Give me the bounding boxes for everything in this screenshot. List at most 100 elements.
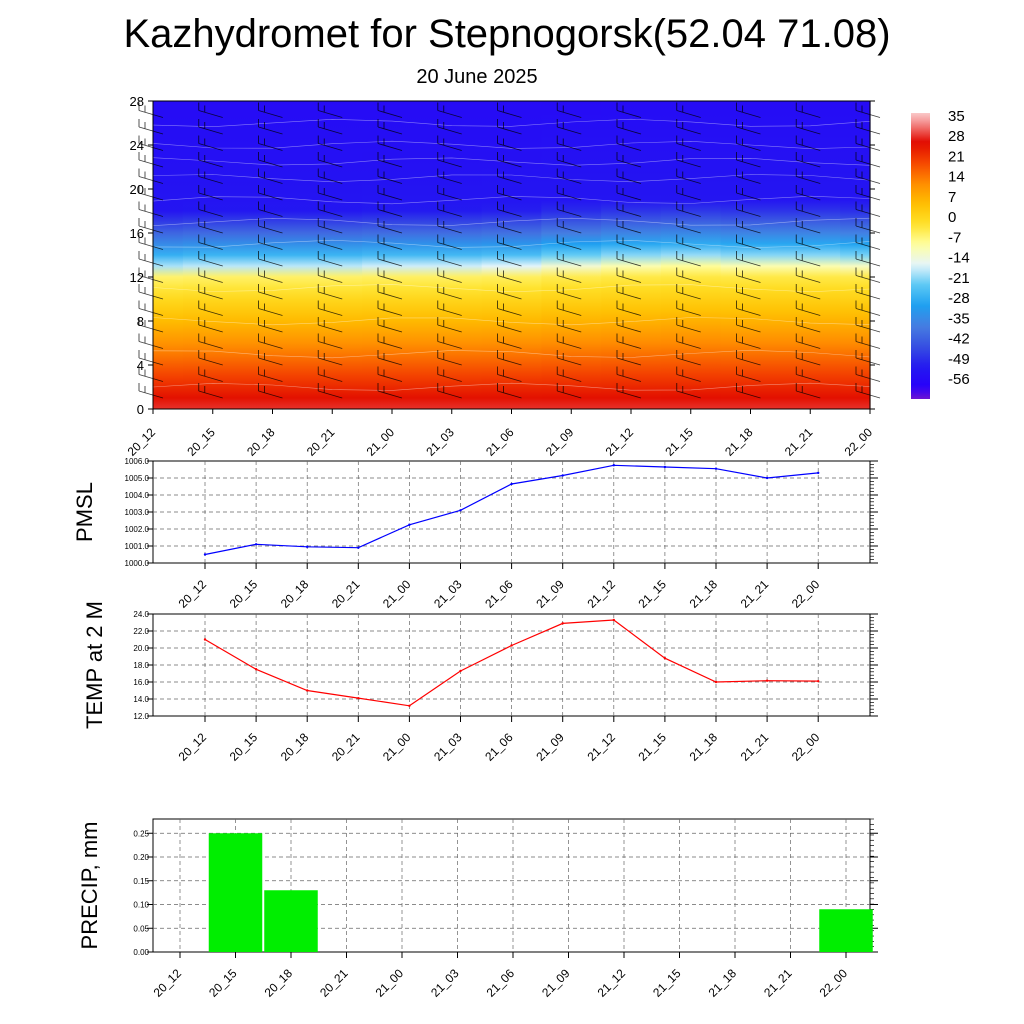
chart-title: Kazhydromet for Stepnogorsk(52.04 71.08) <box>123 12 891 56</box>
wind-barb <box>736 300 761 316</box>
heatmap-column <box>541 101 602 409</box>
wind-barb <box>736 135 761 151</box>
x-tick-label: 22_00 <box>789 730 823 764</box>
wind-barb <box>317 300 343 316</box>
x-tick-label: 21_18 <box>722 425 756 459</box>
wind-barb <box>616 218 642 234</box>
wind-barb <box>377 168 403 184</box>
y-tick-label: 28 <box>130 94 144 109</box>
wind-barb <box>855 185 881 201</box>
wind-barb <box>497 168 522 184</box>
contour-line <box>152 174 871 183</box>
x-tick-label: 21_03 <box>428 966 462 1000</box>
y-tick-label: 1000.0 <box>125 559 150 568</box>
wind-barb <box>138 119 164 135</box>
wind-barb <box>138 300 164 316</box>
wind-barb <box>377 300 403 316</box>
wind-barb <box>616 333 642 349</box>
x-tick-label: 21_09 <box>533 730 567 764</box>
colorbar-label: 14 <box>948 169 965 186</box>
x-tick-label: 22_00 <box>817 966 851 1000</box>
wind-barb <box>616 251 642 267</box>
wind-barb <box>556 300 582 316</box>
x-tick-label: 20_21 <box>329 730 363 764</box>
wind-barb <box>138 251 164 267</box>
wind-barb <box>497 267 522 283</box>
colorbar-label: -14 <box>948 250 970 267</box>
x-tick-label: 21_00 <box>380 577 414 611</box>
wind-barb <box>855 102 881 118</box>
wind-barb <box>138 333 164 349</box>
wind-barb <box>317 185 343 201</box>
y-tick-label: 12 <box>130 270 144 285</box>
precip-bar <box>208 833 263 952</box>
heatmap-column <box>421 101 483 409</box>
x-tick-label: 20_15 <box>227 730 261 764</box>
wind-barb <box>138 350 164 366</box>
wind-barb <box>198 168 223 184</box>
wind-barb <box>855 234 881 250</box>
y-tick-label: 0.00 <box>133 948 149 957</box>
wind-barb <box>736 366 761 382</box>
wind-barb <box>198 102 223 118</box>
wind-barb <box>676 366 701 382</box>
wind-barb <box>138 366 164 382</box>
wind-barb <box>497 251 522 267</box>
wind-barb <box>138 234 164 250</box>
wind-barb <box>317 152 343 168</box>
wind-barb <box>616 366 642 382</box>
wind-barb <box>317 366 343 382</box>
wind-barb <box>258 317 283 333</box>
wind-barb <box>855 300 881 316</box>
wind-barb <box>317 333 343 349</box>
pmsl-point <box>817 471 820 475</box>
wind-barb <box>855 251 881 267</box>
wind-barb <box>616 383 642 399</box>
heatmap-column <box>481 101 542 409</box>
y-tick-label: 1006.0 <box>125 457 150 466</box>
wind-barb <box>736 284 761 300</box>
wind-barb <box>616 267 642 283</box>
x-tick-label: 20_21 <box>329 577 363 611</box>
wind-barb <box>317 102 343 118</box>
wind-barb <box>258 383 283 399</box>
wind-barb <box>855 152 881 168</box>
x-tick-label: 20_12 <box>176 577 210 611</box>
wind-barb <box>795 135 821 151</box>
wind-barb <box>317 251 343 267</box>
wind-barb <box>258 350 283 366</box>
wind-barb <box>795 201 821 217</box>
pmsl-point <box>254 543 258 546</box>
precip-bar <box>819 909 873 952</box>
x-tick-label: 20_12 <box>125 425 159 459</box>
wind-barb <box>497 218 522 234</box>
wind-barb <box>736 185 761 201</box>
wind-barb <box>258 185 283 201</box>
wind-barb <box>198 333 223 349</box>
wind-barb <box>377 152 403 168</box>
x-tick-label: 20_15 <box>227 577 261 611</box>
wind-barb <box>676 317 701 333</box>
wind-barb <box>855 201 881 217</box>
heatmap-column <box>302 101 363 409</box>
colorbar-label: -42 <box>948 331 970 348</box>
x-tick-label: 21_09 <box>533 577 567 611</box>
contour-line <box>152 349 871 359</box>
wind-barb <box>317 201 343 217</box>
wind-barb <box>138 267 164 283</box>
wind-barb <box>795 350 821 366</box>
wind-barb <box>497 185 522 201</box>
wind-barb <box>855 119 881 135</box>
wind-barb <box>736 350 761 366</box>
wind-barb <box>497 300 522 316</box>
wind-barb <box>138 317 164 333</box>
heatmap-column <box>242 101 303 409</box>
contour-line <box>152 157 871 166</box>
pmsl-ylabel: PMSL <box>72 482 97 542</box>
wind-barb <box>497 201 522 217</box>
wind-barb <box>377 317 403 333</box>
x-tick-label: 22_00 <box>789 577 823 611</box>
wind-barb <box>855 168 881 184</box>
colorbar-label: -49 <box>948 351 970 368</box>
wind-barb <box>556 234 582 250</box>
